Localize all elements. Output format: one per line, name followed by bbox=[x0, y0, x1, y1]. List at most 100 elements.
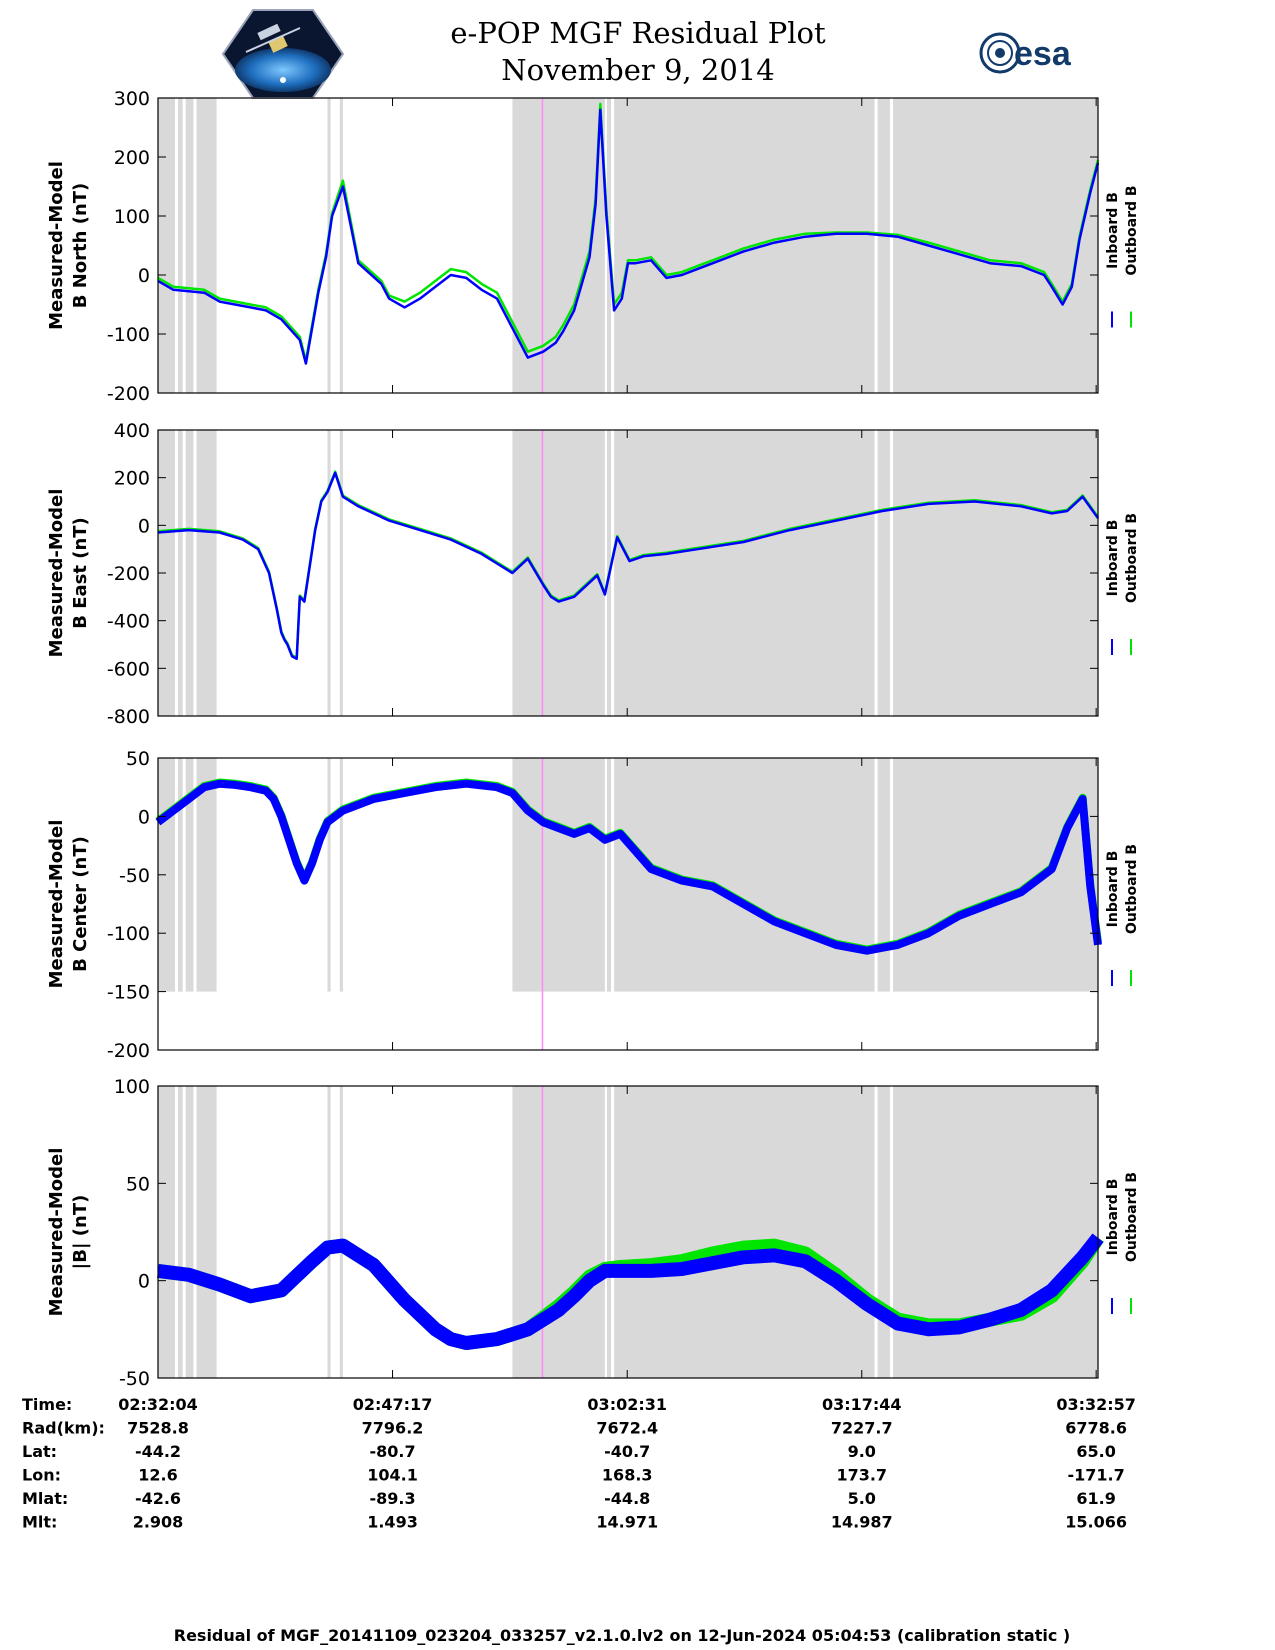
plot-frame bbox=[157, 97, 1099, 394]
y-tick-label: -100 bbox=[107, 923, 150, 945]
ephemeris-value: 7528.8 bbox=[127, 1419, 189, 1438]
shade-gap bbox=[174, 98, 179, 393]
ephemeris-value: 173.7 bbox=[836, 1466, 887, 1485]
shade-gap bbox=[193, 98, 197, 393]
shade-gap bbox=[174, 758, 179, 992]
shade-region bbox=[158, 758, 217, 992]
ephemeris-value: 03:02:31 bbox=[587, 1395, 667, 1414]
ephemeris-value: -42.6 bbox=[135, 1489, 181, 1508]
y-tick-label: -50 bbox=[119, 865, 150, 887]
panel-b-center: -200 -150 -100 -50 0 50 Measured-Model B Center… bbox=[46, 748, 1140, 1062]
ephemeris-value: 7796.2 bbox=[362, 1419, 424, 1438]
y-tick-label: -200 bbox=[107, 1040, 150, 1062]
shade-gap bbox=[339, 98, 343, 393]
y-tick-label: 50 bbox=[126, 748, 150, 770]
shade-region bbox=[512, 1086, 1098, 1378]
ephemeris-row-label: Lat: bbox=[22, 1442, 57, 1461]
ephemeris-row-label: Rad(km): bbox=[22, 1419, 105, 1438]
ephemeris-value: 104.1 bbox=[367, 1466, 418, 1485]
shade-gap bbox=[327, 430, 331, 716]
y-tick-label: 0 bbox=[138, 1271, 150, 1293]
panel-b-north: -200 -100 0 100 200 300 Measured-Model B North … bbox=[46, 88, 1140, 405]
legend-outboard-label: Outboard B bbox=[1124, 844, 1140, 934]
y-axis-label: Measured-Model bbox=[46, 820, 67, 989]
ephemeris-value: -171.7 bbox=[1068, 1466, 1125, 1485]
y-tick-label: 0 bbox=[138, 265, 150, 287]
legend-outboard-label: Outboard B bbox=[1124, 513, 1140, 603]
y-tick-label: 50 bbox=[126, 1173, 150, 1195]
ephemeris-value: 9.0 bbox=[848, 1442, 876, 1461]
y-axis-label: Measured-Model bbox=[46, 489, 67, 658]
ephemeris-value: -40.7 bbox=[604, 1442, 650, 1461]
ephemeris-value: -44.2 bbox=[135, 1442, 181, 1461]
shade-gap bbox=[889, 1086, 894, 1378]
y-axis-label: Measured-Model bbox=[46, 161, 67, 330]
legend-outboard-label: Outboard B bbox=[1124, 1172, 1140, 1262]
shade-gap bbox=[611, 430, 615, 716]
ephemeris-row-label: Lon: bbox=[22, 1466, 61, 1485]
ephemeris-value: 65.0 bbox=[1076, 1442, 1115, 1461]
shade-gap bbox=[889, 430, 894, 716]
ephemeris-value: 1.493 bbox=[367, 1513, 418, 1532]
ephemeris-value: 03:32:57 bbox=[1056, 1395, 1136, 1414]
shade-gap bbox=[182, 98, 186, 393]
shade-gap bbox=[174, 1086, 179, 1378]
esa-logo-text: esa bbox=[1014, 35, 1072, 73]
ephemeris-value: 168.3 bbox=[602, 1466, 653, 1485]
shade-gap bbox=[182, 758, 186, 992]
ephemeris-table: Time: 02:32:04 02:47:17 03:02:31 03:17:44 03:… bbox=[22, 1395, 1136, 1532]
shade-region bbox=[158, 430, 217, 716]
ephemeris-value: 2.908 bbox=[133, 1513, 184, 1532]
y-tick-label: 0 bbox=[138, 515, 150, 537]
ephemeris-row-label: Mlt: bbox=[22, 1513, 57, 1532]
y-tick-label: -200 bbox=[107, 563, 150, 585]
shade-gap bbox=[889, 98, 894, 393]
shade-region bbox=[512, 430, 1098, 716]
legend-inboard-label: Inboard B bbox=[1105, 192, 1121, 269]
ephemeris-value: -80.7 bbox=[369, 1442, 415, 1461]
y-axis-label: B East (nT) bbox=[70, 517, 91, 629]
shade-gap bbox=[339, 758, 343, 992]
y-tick-label: -50 bbox=[119, 1368, 150, 1390]
ephemeris-value: 02:47:17 bbox=[353, 1395, 433, 1414]
ephemeris-value: 03:17:44 bbox=[822, 1395, 902, 1414]
shade-gap bbox=[889, 758, 894, 992]
y-tick-label: -150 bbox=[107, 982, 150, 1004]
shade-gap bbox=[182, 430, 186, 716]
esa-logo: esa bbox=[979, 32, 1072, 74]
series-inboard bbox=[157, 108, 1100, 365]
ephemeris-value: 14.987 bbox=[831, 1513, 893, 1532]
ephemeris-value: 61.9 bbox=[1076, 1489, 1115, 1508]
panel-b-magnitude: -50 0 50 100 Measured-Model |B| (nT) Inboard B… bbox=[46, 1076, 1140, 1390]
y-tick-label: 300 bbox=[114, 88, 150, 110]
footer-caption: Residual of MGF_20141109_023204_033257_v… bbox=[174, 1626, 1070, 1645]
shade-region bbox=[512, 758, 1098, 992]
shade-gap bbox=[193, 1086, 197, 1378]
panel-b-east: -800 -600 -400 -200 0 200 400 Measured-Model B E… bbox=[46, 420, 1140, 728]
y-tick-label: 200 bbox=[114, 147, 150, 169]
ephemeris-row-label: Time: bbox=[22, 1395, 72, 1414]
y-tick-label: 0 bbox=[138, 806, 150, 828]
shade-gap bbox=[604, 98, 607, 393]
y-tick-label: 100 bbox=[114, 206, 150, 228]
shade-gap bbox=[611, 758, 615, 992]
y-tick-label: -600 bbox=[107, 658, 150, 680]
y-tick-label: -800 bbox=[107, 706, 150, 728]
series-inboard bbox=[155, 779, 1102, 955]
ephemeris-value: 12.6 bbox=[138, 1466, 177, 1485]
ephemeris-value: 6778.6 bbox=[1065, 1419, 1127, 1438]
shade-gap bbox=[174, 430, 179, 716]
ephemeris-value: 14.971 bbox=[596, 1513, 658, 1532]
series-inboard bbox=[157, 1233, 1104, 1350]
shade-gap bbox=[874, 758, 878, 992]
ephemeris-row-label: Mlat: bbox=[22, 1489, 68, 1508]
y-axis-label: B Center (nT) bbox=[70, 836, 91, 972]
series-inboard bbox=[157, 471, 1100, 661]
legend-inboard-label: Inboard B bbox=[1105, 1179, 1121, 1256]
shade-gap bbox=[611, 98, 615, 393]
shade-region bbox=[512, 98, 1098, 393]
ephemeris-value: 5.0 bbox=[848, 1489, 876, 1508]
shade-gap bbox=[611, 1086, 615, 1378]
shade-gap bbox=[193, 758, 197, 992]
